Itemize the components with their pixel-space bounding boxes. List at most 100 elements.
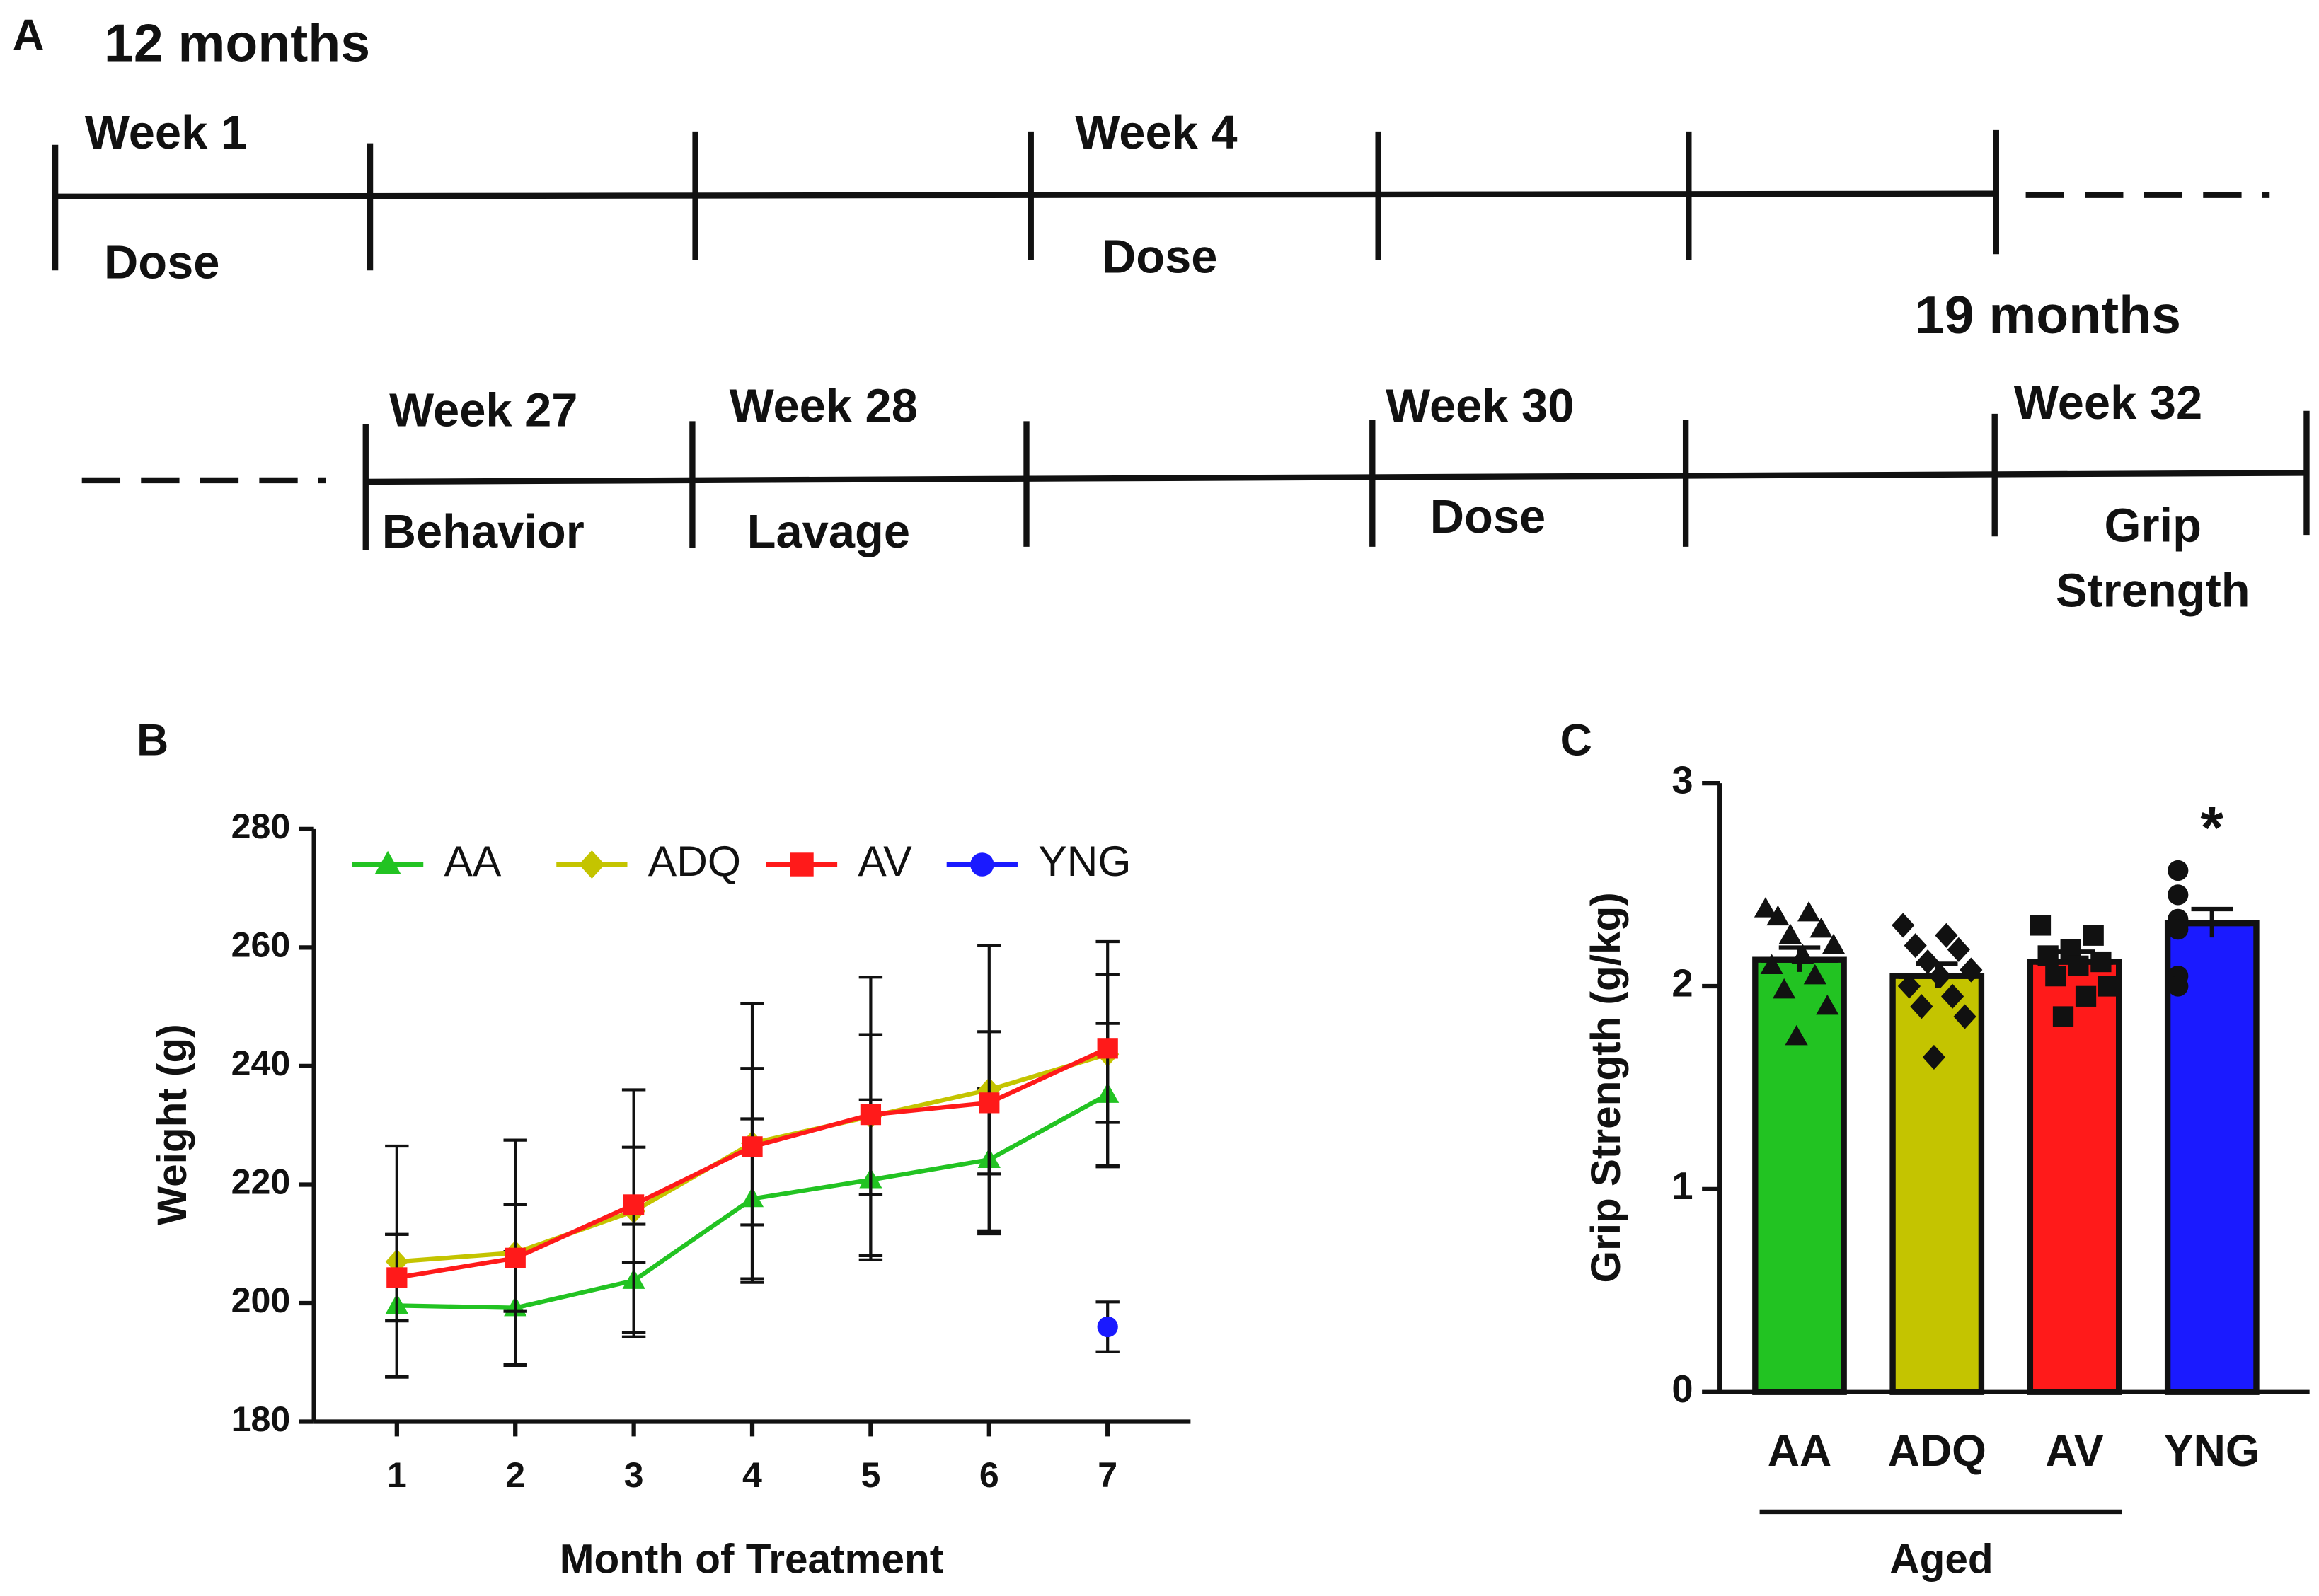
y-tick-label: 220 <box>231 1162 291 1202</box>
legend-label: AA <box>444 837 501 885</box>
event-label: Dose <box>1102 230 1217 283</box>
y-axis-title: Grip Strength (g/kg) <box>1583 892 1629 1283</box>
timeline-row2 <box>81 410 2310 550</box>
significance-marker: * <box>2201 794 2224 860</box>
data-point <box>2045 966 2066 987</box>
data-point <box>1760 954 1783 974</box>
data-point <box>1785 1024 1808 1046</box>
data-point <box>2075 985 2097 1007</box>
data-point <box>1953 1004 1976 1029</box>
legend-marker <box>578 850 605 879</box>
data-point <box>1904 933 1927 959</box>
x-tick-label: 7 <box>1098 1455 1117 1495</box>
timeline-row1 <box>52 129 2270 271</box>
data-point <box>1773 978 1796 999</box>
week-label: Week 32 <box>2014 376 2202 429</box>
data-point <box>2052 1006 2074 1027</box>
y-tick-label: 260 <box>231 925 291 965</box>
data-point <box>2037 945 2059 966</box>
data-point <box>1803 964 1826 985</box>
group-label: Aged <box>1889 1536 1993 1582</box>
x-tick-label: YNG <box>2164 1426 2260 1476</box>
event-label: Dose <box>104 236 219 289</box>
x-tick-label: 5 <box>861 1455 880 1495</box>
panel-label: A <box>13 11 45 60</box>
data-point <box>1892 913 1915 938</box>
y-tick-label: 240 <box>231 1043 291 1083</box>
data-point <box>1897 973 1921 999</box>
start-age: 12 months <box>104 13 370 73</box>
data-point <box>1754 897 1778 918</box>
marker <box>1097 1316 1118 1338</box>
y-axis-title: Weight (g) <box>149 1024 195 1225</box>
data-point <box>2098 976 2119 997</box>
marker <box>623 1194 645 1215</box>
data-point <box>1922 1044 1945 1070</box>
data-point <box>1910 994 1933 1019</box>
data-point <box>1791 944 1814 964</box>
data-point <box>1947 937 1970 962</box>
panel-label: C <box>1560 715 1592 765</box>
data-point <box>1816 994 1839 1015</box>
x-axis-title: Month of Treatment <box>560 1536 943 1582</box>
data-point <box>2168 884 2189 906</box>
bar <box>1752 956 1847 1395</box>
data-point <box>2168 919 2189 940</box>
data-point <box>1822 933 1846 954</box>
x-tick-label: 3 <box>624 1455 644 1495</box>
week-label: Week 27 <box>389 384 577 437</box>
data-point <box>1809 917 1833 938</box>
data-point <box>2090 951 2112 973</box>
week-label: Week 4 <box>1075 106 1237 159</box>
legend-label: YNG <box>1038 837 1131 885</box>
x-tick-label: 1 <box>387 1455 407 1495</box>
event-label: Grip <box>2105 499 2202 552</box>
timeline-ticks <box>362 410 2310 550</box>
y-tick-label: 3 <box>1671 758 1693 802</box>
legend-label: AV <box>858 837 912 885</box>
timeline-ticks <box>52 129 1999 271</box>
x-tick-label: AV <box>2045 1426 2104 1476</box>
x-tick-label: 6 <box>979 1455 999 1495</box>
event-label: Lavage <box>747 505 910 558</box>
x-tick-label: AA <box>1768 1426 1831 1476</box>
bar <box>1889 973 1985 1395</box>
marker <box>860 1104 882 1126</box>
x-tick-label: 2 <box>505 1455 525 1495</box>
marker <box>979 1092 1000 1114</box>
y-tick-label: 2 <box>1671 961 1693 1005</box>
marker <box>505 1247 526 1268</box>
data-point <box>2068 955 2089 976</box>
plots: 180 200 220 240 260 280 1 2 3 4 5 6 7 AA ADQ AV YNG 0 1 2 3 A… <box>231 758 2310 1495</box>
x-tick-label: 4 <box>742 1455 762 1495</box>
y-tick-label: 1 <box>1671 1164 1693 1208</box>
marker <box>742 1136 763 1157</box>
timeline-line <box>55 190 1996 200</box>
legend-marker <box>374 850 401 874</box>
data-point <box>1766 905 1790 926</box>
y-tick-label: 200 <box>231 1280 291 1320</box>
data-point <box>1935 923 1958 948</box>
y-tick-label: 180 <box>231 1399 291 1439</box>
data-point <box>2168 976 2189 997</box>
data-point <box>1916 949 1940 975</box>
legend-marker <box>970 852 994 877</box>
event-label: Behavior <box>382 505 585 558</box>
week-label: Week 1 <box>85 106 247 159</box>
week-label: Week 28 <box>730 379 918 432</box>
data-point <box>2083 925 2104 946</box>
data-point <box>1941 983 1964 1009</box>
data-point <box>2030 915 2052 936</box>
marker <box>386 1267 408 1288</box>
x-tick-label: ADQ <box>1888 1426 1986 1476</box>
marker <box>1097 1038 1118 1059</box>
data-point <box>1797 901 1821 922</box>
y-tick-label: 280 <box>231 806 291 846</box>
timeline-line <box>365 470 2307 485</box>
data-point <box>2168 860 2189 881</box>
end-age: 19 months <box>1915 285 2181 345</box>
week-label: Week 30 <box>1386 379 1574 432</box>
panel-label: B <box>137 715 168 765</box>
y-tick-label: 0 <box>1671 1367 1693 1411</box>
